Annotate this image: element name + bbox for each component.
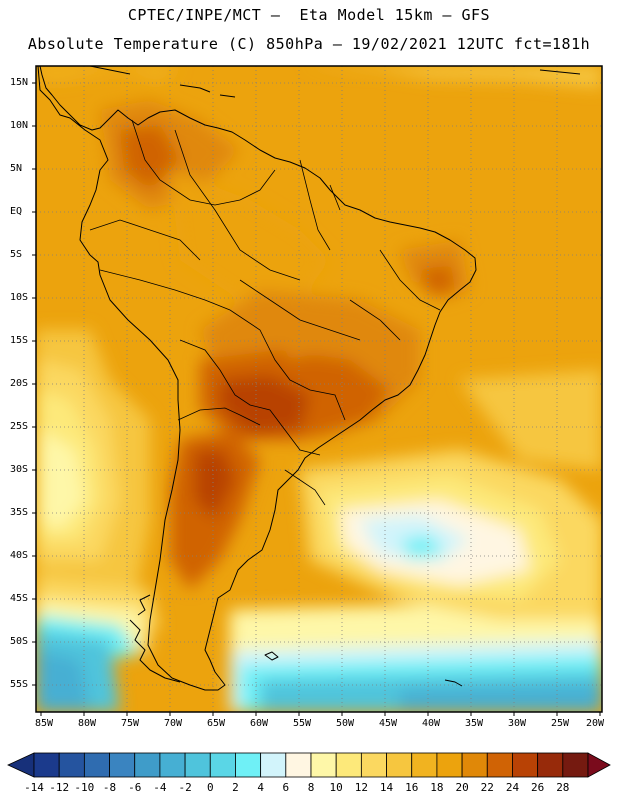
lat-label: 50S: [10, 636, 29, 647]
lat-label: 5N: [10, 163, 23, 174]
colorbar-label: 6: [282, 781, 290, 794]
lon-label: 40W: [421, 718, 441, 729]
coastlines: [37, 66, 581, 691]
colorbar-label: -8: [102, 781, 117, 794]
lon-label: 60W: [249, 718, 269, 729]
lat-label: 45S: [10, 593, 29, 604]
colorbar-cell: [537, 752, 564, 778]
colorbar-cell: [486, 752, 513, 778]
lon-label: 45W: [378, 718, 398, 729]
colorbar-label: 28: [556, 781, 570, 794]
colorbar-label: 8: [307, 781, 315, 794]
colorbar-cell: [184, 752, 211, 778]
colorbar-cell: [436, 752, 463, 778]
colorbar-cell: [512, 752, 539, 778]
colorbar-label: -14: [24, 781, 44, 794]
temperature-map: [32, 65, 603, 716]
colorbar-label: -10: [74, 781, 95, 794]
colorbar-label: 16: [405, 781, 419, 794]
colorbar-cell: [562, 752, 589, 778]
colorbar-label: 10: [329, 781, 343, 794]
colorbar-label: 18: [430, 781, 444, 794]
colorbar-cell: [235, 752, 262, 778]
colorbar-cells: [33, 752, 589, 778]
colorbar-label: -2: [178, 781, 192, 794]
lat-label: 25S: [10, 421, 29, 432]
colorbar-cell: [335, 752, 362, 778]
colorbar-label: -12: [49, 781, 70, 794]
lat-label: 10S: [10, 292, 29, 303]
lat-label: 5S: [10, 249, 23, 260]
colorbar-label: 2: [232, 781, 239, 794]
lat-label: 35S: [10, 507, 29, 518]
colorbar-label: 22: [480, 781, 494, 794]
colorbar-label: -4: [153, 781, 167, 794]
colorbar-label: 4: [257, 781, 264, 794]
lon-label: 65W: [206, 718, 226, 729]
map-frame: [35, 65, 603, 713]
lat-label: 20S: [10, 378, 29, 389]
colorbar-label: 20: [455, 781, 469, 794]
lon-label: 80W: [77, 718, 97, 729]
lat-label: 55S: [10, 679, 29, 690]
colorbar-cell: [209, 752, 236, 778]
colorbar-cell: [33, 752, 60, 778]
colorbar-cell: [360, 752, 387, 778]
lon-label: 50W: [335, 718, 355, 729]
lat-label: 30S: [10, 464, 29, 475]
colorbar-label: 0: [206, 781, 214, 794]
lat-label: 10N: [10, 120, 29, 131]
title-line-2: Absolute Temperature (C) 850hPa – 19/02/…: [27, 35, 591, 53]
colorbar-label: 12: [354, 781, 368, 794]
colorbar-cell: [411, 752, 438, 778]
lon-label: 75W: [120, 718, 140, 729]
lon-label: 25W: [550, 718, 570, 729]
colorbar-cell: [461, 752, 488, 778]
country-borders: [89, 119, 441, 506]
colorbar-cell: [386, 752, 413, 778]
colorbar-cell: [159, 752, 186, 778]
colorbar-cell: [134, 752, 161, 778]
colorbar-cell: [310, 752, 337, 778]
colorbar-label: 26: [531, 781, 545, 794]
colorbar-cell: [58, 752, 85, 778]
colorbar: [7, 752, 611, 778]
title-line-1: CPTEC/INPE/MCT – Eta Model 15km – GFS: [127, 6, 491, 24]
colorbar-cell: [285, 752, 312, 778]
lat-label: EQ: [10, 206, 23, 217]
colorbar-label: 24: [505, 781, 520, 794]
lon-label: 55W: [292, 718, 312, 729]
lon-label: 85W: [34, 718, 54, 729]
lon-label: 70W: [163, 718, 183, 729]
lat-label: 40S: [10, 550, 29, 561]
colorbar-under-arrow: [7, 752, 35, 778]
colorbar-cell: [260, 752, 287, 778]
lon-label: 30W: [507, 718, 527, 729]
lon-label: 20W: [585, 718, 605, 729]
colorbar-label: 14: [379, 781, 394, 794]
lat-label: 15N: [10, 77, 29, 88]
lat-label: 15S: [10, 335, 29, 346]
colorbar-over-arrow: [587, 752, 611, 778]
axis-ticks: [32, 82, 601, 716]
colorbar-cell: [109, 752, 136, 778]
colorbar-cell: [83, 752, 110, 778]
colorbar-label: -6: [128, 781, 142, 794]
temperature-field: [36, 66, 602, 712]
lon-label: 35W: [464, 718, 484, 729]
